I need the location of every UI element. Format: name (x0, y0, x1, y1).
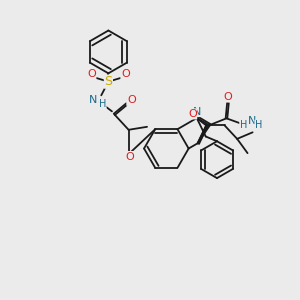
Text: H: H (99, 99, 106, 109)
Text: N: N (89, 95, 98, 105)
Text: O: O (125, 152, 134, 161)
Text: O: O (224, 92, 232, 102)
Text: H: H (240, 120, 247, 130)
Text: S: S (104, 75, 112, 88)
Text: O: O (188, 109, 197, 119)
Text: O: O (121, 69, 130, 79)
Text: N: N (193, 106, 201, 116)
Text: H: H (255, 120, 262, 130)
Text: N: N (248, 116, 256, 126)
Text: O: O (87, 69, 96, 79)
Text: O: O (127, 95, 136, 105)
